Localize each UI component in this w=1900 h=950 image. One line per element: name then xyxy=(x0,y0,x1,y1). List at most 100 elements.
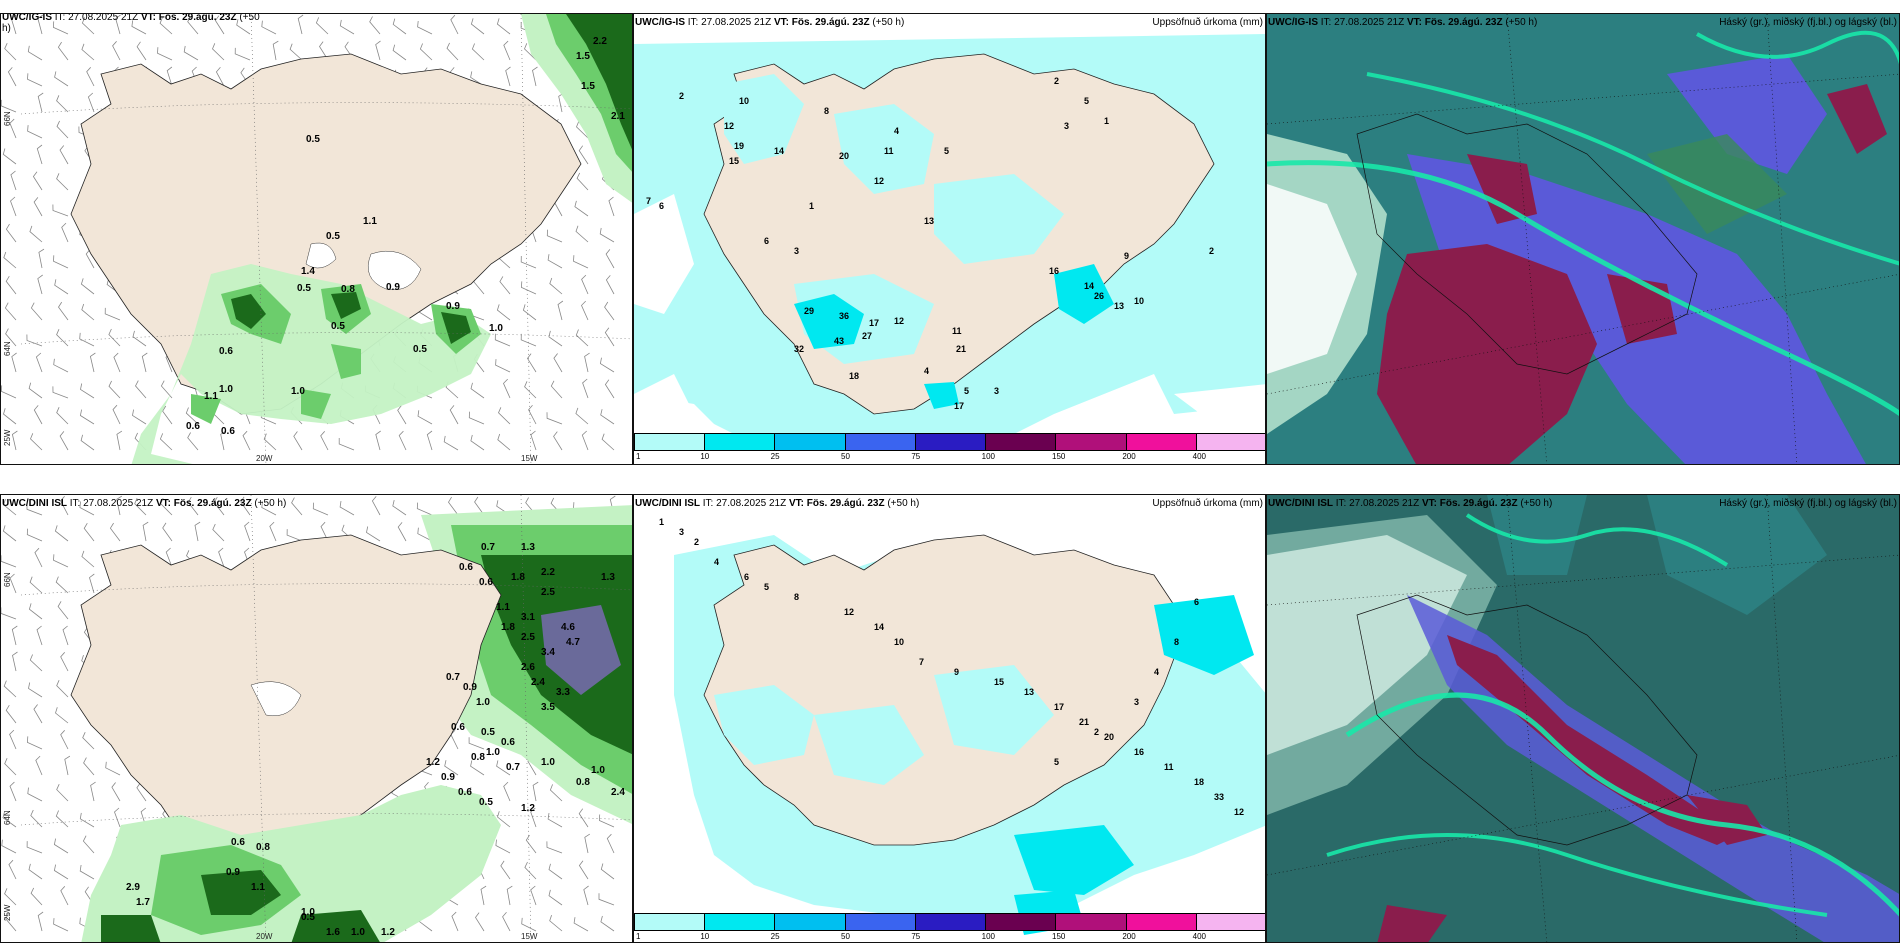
wind-barb xyxy=(116,430,123,451)
precip-value-label: 8 xyxy=(824,106,829,116)
colorbar-tick-label: 400 xyxy=(1192,452,1207,461)
wind-barb xyxy=(187,496,199,516)
wind-barb xyxy=(236,19,251,35)
colorbar-segment xyxy=(635,914,706,930)
precip-value-label: 0.8 xyxy=(471,752,485,763)
wind-barb xyxy=(289,43,303,61)
wind-barb xyxy=(261,501,277,516)
colorbar-segment xyxy=(1056,434,1127,450)
lead-time: (+50 h) xyxy=(872,17,905,28)
colorbar-tick-label: 200 xyxy=(1122,932,1136,941)
wind-barb xyxy=(581,300,589,321)
wind-barb xyxy=(37,911,44,932)
wind-barb xyxy=(35,755,43,776)
precip-value-label: 10 xyxy=(1134,296,1144,306)
wind-barb xyxy=(10,14,17,35)
wind-barb xyxy=(5,223,17,243)
precip-value-label: 8 xyxy=(1174,637,1179,647)
wind-barb xyxy=(293,431,303,451)
wind-barb xyxy=(85,249,95,269)
precip-value-label: 1.8 xyxy=(511,572,525,583)
precip-value-label: 18 xyxy=(849,371,859,381)
colorbar-tick-label: 25 xyxy=(770,932,780,941)
wind-barb xyxy=(578,860,589,880)
precip-value-label: 21 xyxy=(1079,717,1089,727)
precip-value-label: 2 xyxy=(694,537,699,547)
wind-barb xyxy=(162,405,173,425)
model-name: UWC/DINI ISL xyxy=(1268,498,1333,509)
colorbar-tick-label: 25 xyxy=(770,452,780,461)
wind-barb xyxy=(286,529,303,542)
wind-barb xyxy=(548,889,563,906)
precip-value-label: 0.6 xyxy=(219,346,233,357)
precip-labels: 1324658121410791513172120161118331268432… xyxy=(659,517,1244,817)
precip-value-label: 20 xyxy=(839,151,849,161)
precip-value-label: 0.7 xyxy=(506,762,520,773)
wind-barb xyxy=(397,522,407,542)
wind-barb xyxy=(38,248,45,269)
wind-barb xyxy=(1,555,17,568)
wind-barb xyxy=(549,914,563,932)
wind-barb xyxy=(417,527,433,542)
wind-barb xyxy=(54,525,69,542)
precip-value-label: 1.8 xyxy=(501,622,515,633)
wind-barb xyxy=(495,839,511,854)
wind-barb xyxy=(28,682,43,698)
lead-time: (+50 h) xyxy=(1520,498,1553,509)
precip-value-label: 11 xyxy=(952,326,962,336)
cloud-map-bottom xyxy=(1267,495,1899,942)
precip-value-label: 2.6 xyxy=(521,662,535,673)
precip-value-label: 13 xyxy=(1024,687,1034,697)
lat-label-64n: 64N xyxy=(3,341,12,356)
precip-value-label: 1 xyxy=(809,201,814,211)
wind-barb xyxy=(557,300,564,321)
wind-barb xyxy=(549,277,563,295)
wind-barb xyxy=(468,411,485,425)
precip-value-label: 1.1 xyxy=(496,602,510,613)
lon-label-15w: 15W xyxy=(521,454,538,463)
panel-header: UWC/DINI ISL IT: 27.08.2025 21Z VT: Fös.… xyxy=(1268,498,1552,510)
wind-barb xyxy=(9,118,17,139)
precip-value-label: 1.0 xyxy=(219,384,233,395)
precip-value-label: 1.5 xyxy=(576,51,590,62)
wind-barb xyxy=(503,781,511,802)
wind-barb xyxy=(28,603,43,620)
wind-barb xyxy=(26,841,43,854)
wind-barb xyxy=(33,197,43,217)
wind-barb xyxy=(604,327,615,347)
init-time: IT: 27.08.2025 21Z xyxy=(687,17,772,28)
wind-barb xyxy=(366,526,381,542)
wind-barb xyxy=(27,787,43,802)
graticule xyxy=(20,14,632,464)
wind-barb xyxy=(598,814,615,828)
wind-barb xyxy=(104,307,121,321)
panel-header: UWC/IG-IS IT: 27.08.2025 21Z VT: Fös. 29… xyxy=(635,17,904,29)
wind-barb xyxy=(36,144,43,165)
wind-barb xyxy=(4,758,17,776)
lat-label-66n: 66N xyxy=(3,111,12,126)
wind-barb xyxy=(160,498,173,516)
precip-value-label: 9 xyxy=(954,667,959,677)
wind-barb xyxy=(548,863,563,880)
colorbar-segment xyxy=(705,434,776,450)
wind-barb xyxy=(56,329,69,347)
precip-value-label: 6 xyxy=(659,201,664,211)
colorbar-tick-label: 400 xyxy=(1192,932,1207,941)
wind-barb xyxy=(9,573,17,594)
wind-barb xyxy=(60,730,69,750)
wind-barb xyxy=(450,14,459,35)
colorbar-segment xyxy=(1196,914,1265,930)
precip-value-label: 11 xyxy=(884,146,894,156)
wind-barb-map-top: 0.51.10.51.40.5 0.8 0.90.50.91.00.50.61.01… xyxy=(1,14,632,464)
precip-value-label: 0.6 xyxy=(231,837,245,848)
valid-time: VT: Fös. 29.ágú. 23Z xyxy=(788,498,885,509)
wind-barb xyxy=(32,171,43,191)
wind-barb xyxy=(498,407,511,425)
wind-barb xyxy=(546,841,563,854)
wind-barb xyxy=(375,430,381,451)
precip-value-label: 9 xyxy=(1124,251,1129,261)
precip-value-label: 0.5 xyxy=(306,134,320,145)
wind-barb xyxy=(584,833,591,854)
precip-value-label: 1 xyxy=(659,517,664,527)
